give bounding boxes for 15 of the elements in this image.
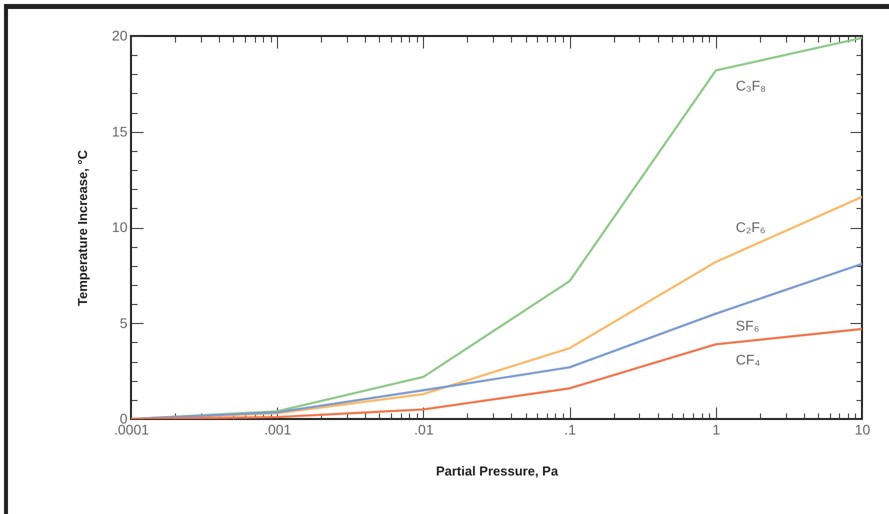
- y-axis-title: Temperature Increase, °C: [74, 149, 90, 306]
- series-label: C₂F₆: [736, 218, 766, 235]
- series-label: C₃F₈: [736, 77, 766, 94]
- y-tick-label: 15: [112, 123, 128, 140]
- y-tick-label: 5: [120, 314, 128, 331]
- x-tick-label: .1: [564, 422, 576, 438]
- x-tick-label: .001: [264, 422, 292, 438]
- x-tick-label: 1: [712, 422, 720, 438]
- x-axis-title: Partial Pressure, Pa: [436, 464, 559, 478]
- series-label: CF₄: [736, 351, 760, 368]
- x-tick-label: 10: [854, 422, 870, 438]
- series-label: SF₆: [736, 318, 760, 334]
- x-tick-label: .01: [414, 422, 434, 438]
- y-tick-label: 10: [112, 219, 128, 235]
- y-tick-label: 20: [112, 28, 128, 44]
